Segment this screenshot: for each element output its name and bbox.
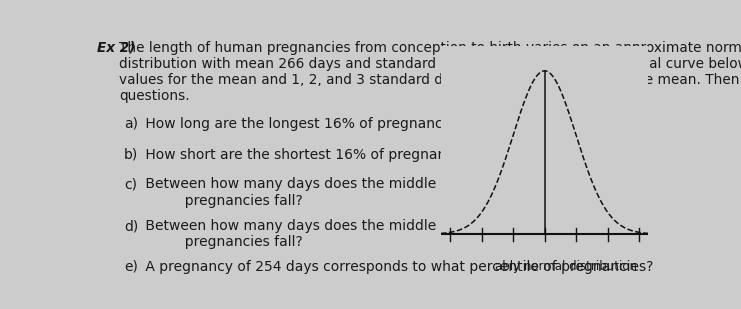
Text: a): a) [124,117,139,131]
Text: How short are the shortest 16% of pregnancies?: How short are the shortest 16% of pregna… [142,148,481,162]
Text: b): b) [124,148,139,162]
Text: ably normal distribution: ably normal distribution [494,260,637,273]
Text: A pregnancy of 254 days corresponds to what percentile of pregnancies?: A pregnancy of 254 days corresponds to w… [142,260,654,273]
Text: d): d) [124,219,139,233]
Text: c): c) [124,177,137,192]
Text: The length of human pregnancies from conception to birth varies on an approximat: The length of human pregnancies from con… [119,41,741,103]
Text: Ex 2): Ex 2) [97,41,141,55]
Text: Between how many days does the middle 95% of all
          pregnancies fall?: Between how many days does the middle 95… [142,177,511,208]
Text: Between how many days does the middle 99.7% of all
          pregnancies fall?: Between how many days does the middle 99… [142,219,524,249]
Text: e): e) [124,260,138,273]
Text: How long are the longest 16% of pregnancies?: How long are the longest 16% of pregnanc… [142,117,470,131]
